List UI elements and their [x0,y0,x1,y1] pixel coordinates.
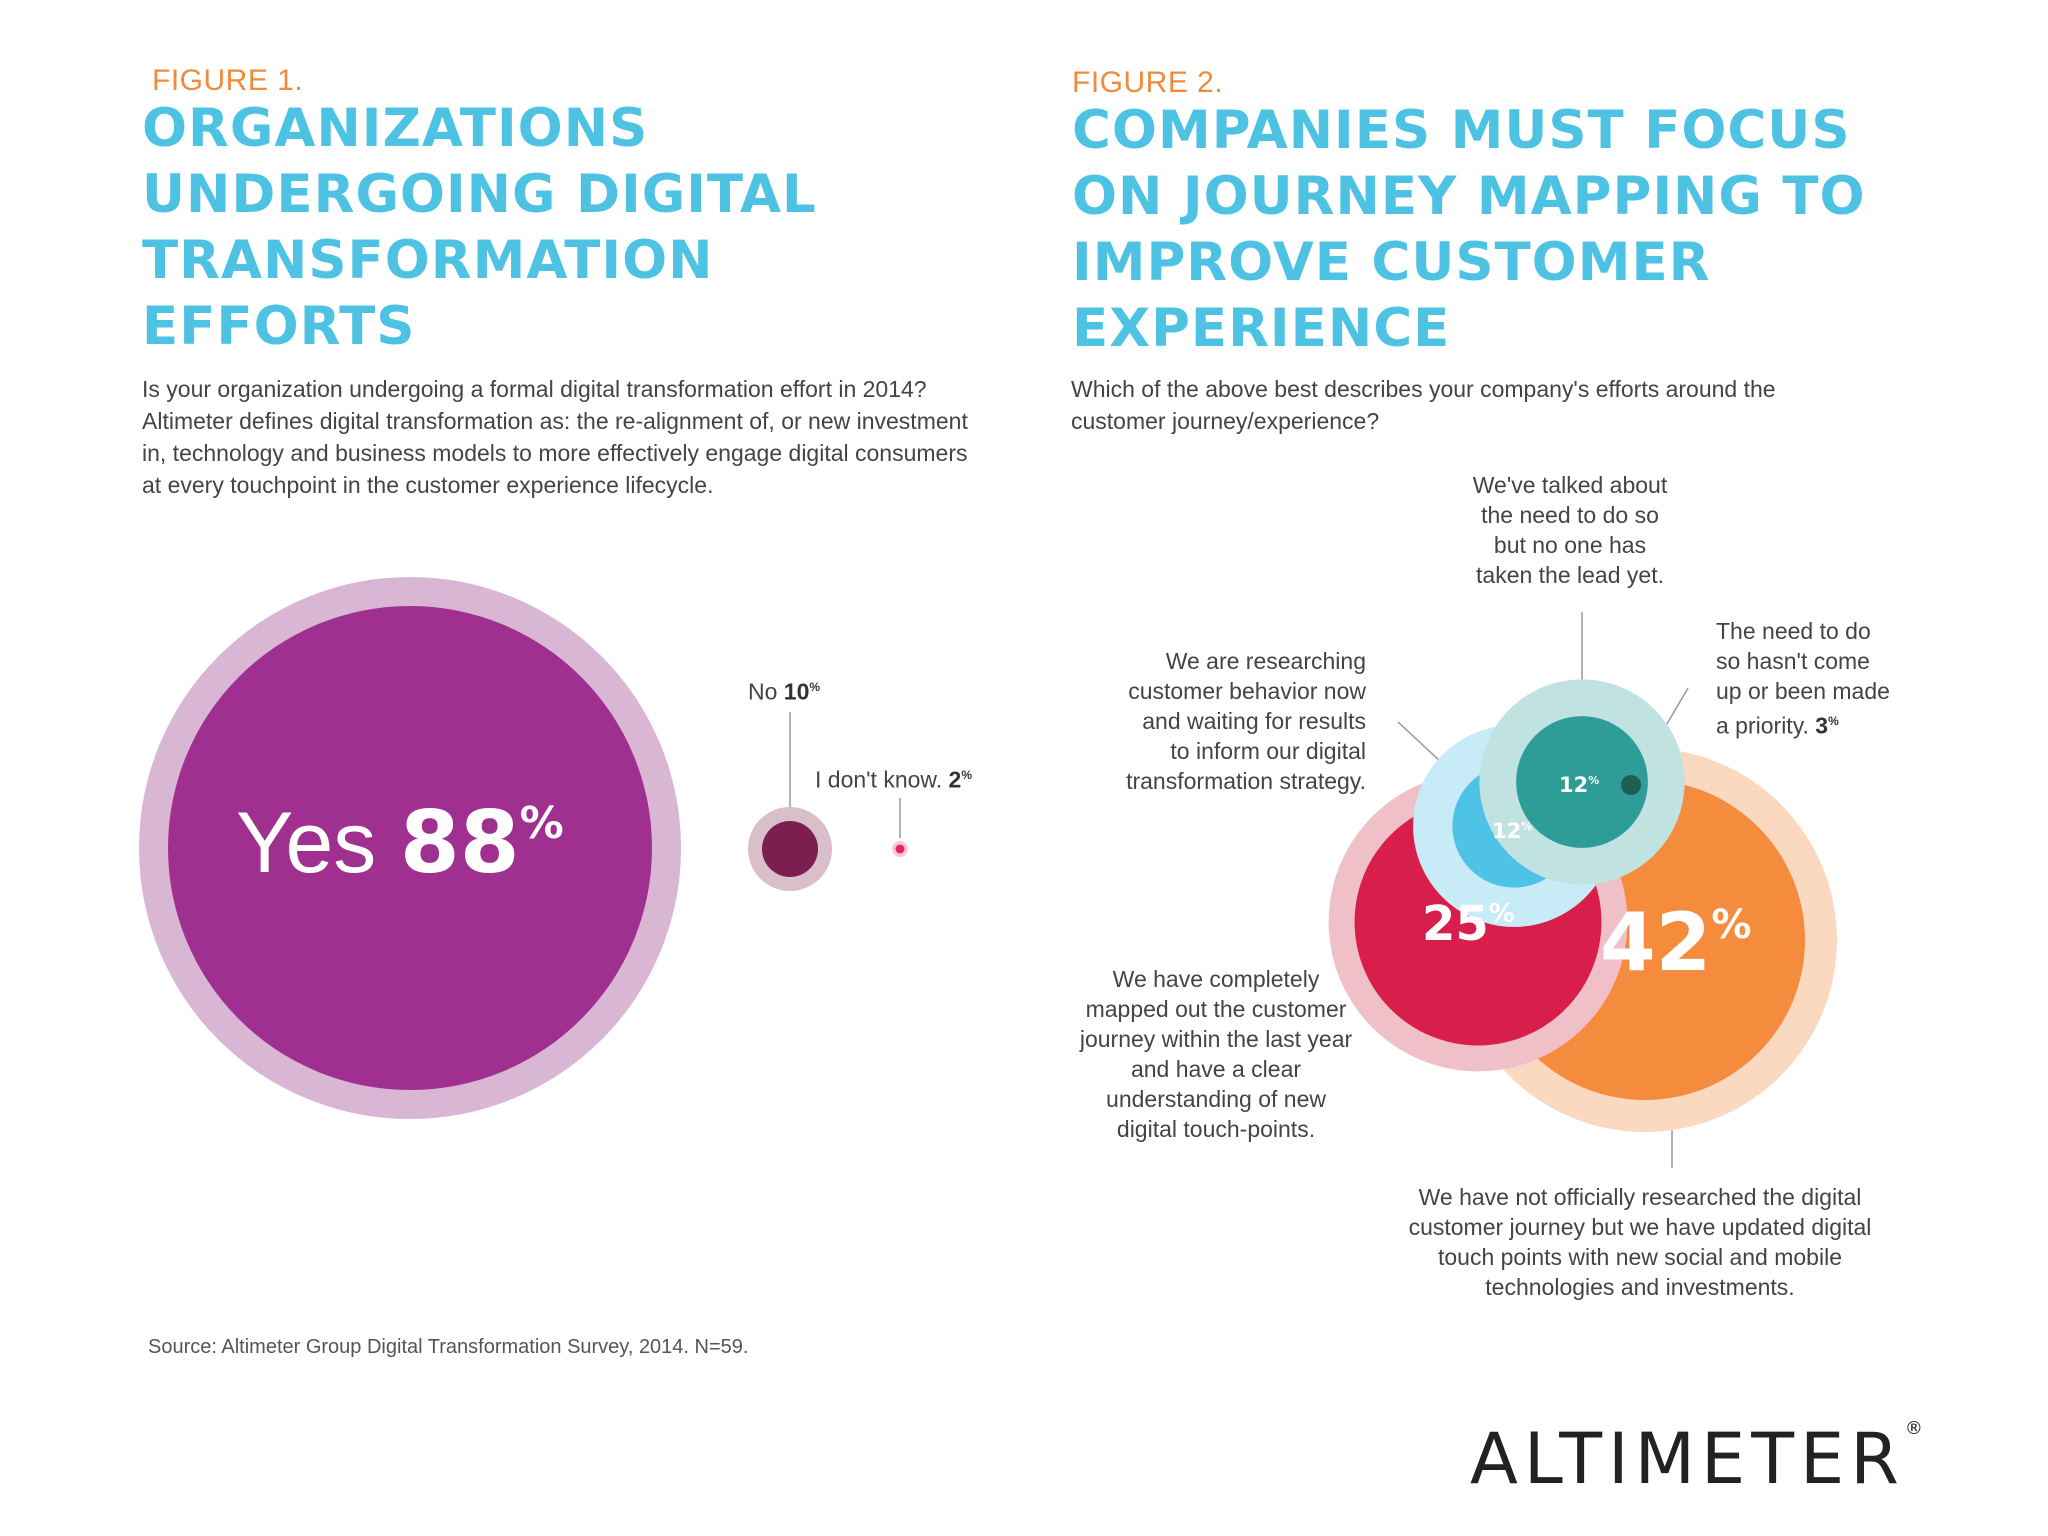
bubble-idk [895,844,905,854]
bubble-12-talked [1516,716,1648,848]
figure1-title: ORGANIZATIONS UNDERGOING DIGITAL TRANSFO… [142,98,817,357]
yes-data-label: Yes 88% [236,793,564,893]
label-notresearched: We have not officially researched the di… [1408,1184,1872,1300]
bubble-yes [168,606,652,1090]
figure2-question: Which of the above best describes your c… [1071,376,1776,434]
data-label-25: 25% [1422,896,1515,952]
data-label-12-researching: 12% [1492,819,1532,843]
figure2-label: FIGURE 2. [1072,66,1224,99]
source-note: Source: Altimeter Group Digital Transfor… [148,1336,749,1358]
label-no: No 10% [748,678,821,705]
figure1-question: Is your organization undergoing a formal… [142,376,968,498]
label-talked: We've talked about the need to do so but… [1472,472,1668,588]
data-label-42: 42% [1600,896,1751,989]
data-label-12-talked: 12% [1559,773,1599,797]
bubble-3 [1621,775,1641,795]
figure2-title: COMPANIES MUST FOCUS ON JOURNEY MAPPING … [1072,100,1866,359]
label-mapped: We have completely mapped out the custom… [1079,966,1353,1142]
label-idk: I don't know. 2% [815,766,972,793]
figure2-chart: 42% 25% 12% 12% [1328,612,1837,1168]
figure1-chart: Yes 88% [138,576,908,1120]
label-priority: The need to do so hasn't come up or been… [1716,618,1890,739]
label-researching: We are researching customer behavior now… [1126,648,1366,794]
altimeter-logo: ALTIMETER® [1470,1418,1923,1500]
figure1-label: FIGURE 1. [152,64,304,97]
bubble-no [762,821,818,877]
